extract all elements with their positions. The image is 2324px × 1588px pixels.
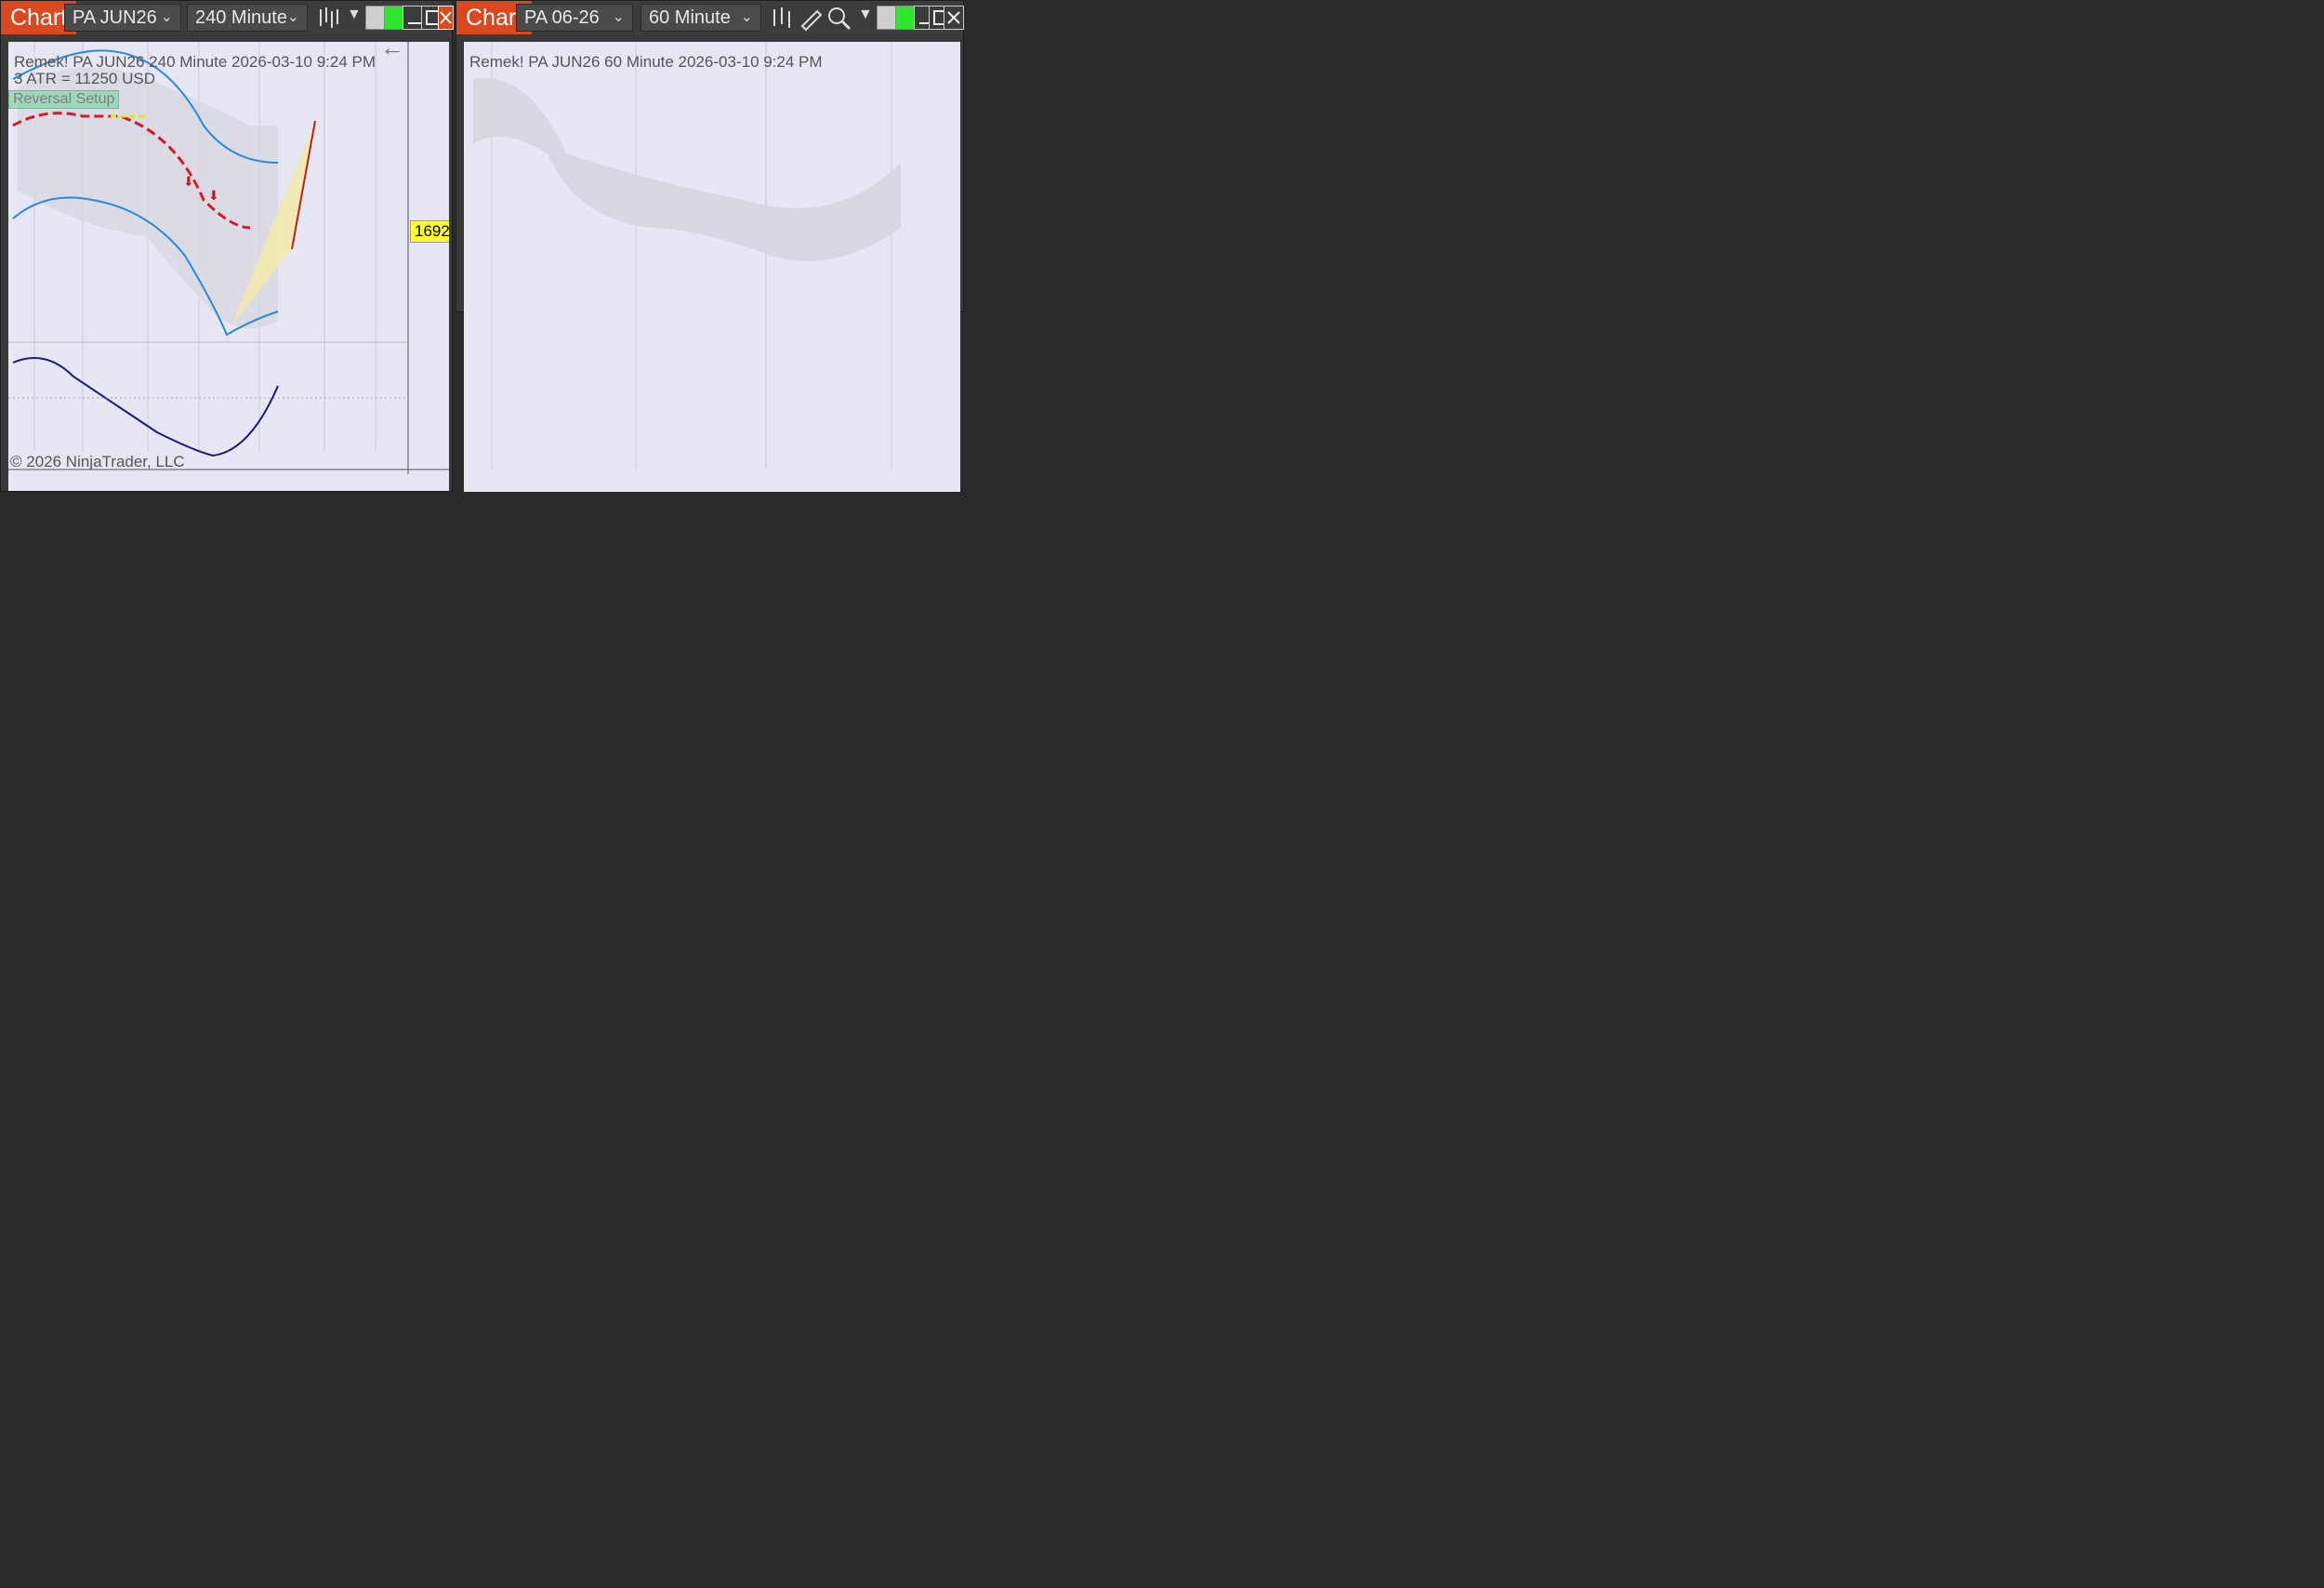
chart-window-240min: Chart PA JUN26 ⌄ 240 Minute ⌄ ▼ ⬇ ⬇ xyxy=(0,0,454,492)
envelope-fill xyxy=(473,78,901,261)
price-panel[interactable]: Remek! PA JUN26 60 Minute 2026-03-10 9:2… xyxy=(464,42,960,492)
chevron-down-icon: ⌄ xyxy=(612,9,625,25)
chart-menu-button[interactable]: Chart xyxy=(1,1,77,34)
minimize-icon xyxy=(408,22,421,24)
interval-selector[interactable]: 240 Minute ⌄ xyxy=(187,4,308,32)
trend-line-dashed xyxy=(12,112,251,230)
envelope-fill xyxy=(18,67,278,328)
chevron-down-icon: ⌄ xyxy=(160,9,173,25)
projection-triangle xyxy=(231,121,315,325)
instrument-value: PA 06-26 xyxy=(524,7,600,28)
projection-line xyxy=(291,120,316,250)
chevron-down-icon: ⌄ xyxy=(740,9,753,25)
close-button[interactable] xyxy=(944,6,964,30)
setup-badge: Reversal Setup xyxy=(8,90,120,109)
window-toolbar: Chart PA 06-26 ⌄ 60 Minute ⌄ ▼ xyxy=(456,1,964,34)
instrument-selector[interactable]: PA JUN26 ⌄ xyxy=(64,4,181,32)
zoom-icon[interactable] xyxy=(825,4,852,32)
vertical-gridlines xyxy=(491,42,892,470)
atr-label: 3 ATR = 11250 USD xyxy=(14,70,155,87)
chart-style-icon[interactable] xyxy=(315,4,343,32)
chart-style-icon[interactable] xyxy=(769,4,797,32)
instrument-selector[interactable]: PA 06-26 ⌄ xyxy=(516,4,633,32)
interval-value: 60 Minute xyxy=(649,7,731,28)
lower-band xyxy=(12,196,279,337)
chart-title: Remek! PA JUN26 240 Minute 2026-03-10 9:… xyxy=(14,53,376,71)
last-price-tag: 1692.5 xyxy=(410,220,449,243)
back-arrow-icon: ← xyxy=(380,42,404,61)
window-toolbar: Chart PA JUN26 ⌄ 240 Minute ⌄ ▼ xyxy=(1,1,454,34)
copyright-label: © 2026 NinjaTrader, LLC xyxy=(10,453,185,470)
price-panel[interactable]: ⬇ ⬇ ← Remek! PA JUN26 240 Minute 2026-03… xyxy=(8,42,449,491)
chevron-down-icon: ⌄ xyxy=(286,9,299,25)
instrument-value: PA JUN26 xyxy=(73,7,157,28)
close-icon xyxy=(440,11,452,24)
dropdown-arrow-icon[interactable]: ▼ xyxy=(858,7,873,22)
oscillator-line xyxy=(12,357,279,457)
draw-pencil-icon[interactable] xyxy=(797,4,825,32)
down-arrow-icon: ⬇ xyxy=(208,188,219,203)
down-arrow-icon: ⬇ xyxy=(183,174,194,189)
chart-window-60min: Chart PA 06-26 ⌄ 60 Minute ⌄ ▼ Remek! PA J… xyxy=(456,0,964,492)
price-chart-svg xyxy=(473,42,901,470)
chart-title: Remek! PA JUN26 60 Minute 2026-03-10 9:2… xyxy=(469,53,823,71)
interval-selector[interactable]: 60 Minute ⌄ xyxy=(640,4,761,32)
upper-band xyxy=(12,49,279,164)
dropdown-arrow-icon[interactable]: ▼ xyxy=(347,7,362,22)
price-chart-svg: ⬇ ⬇ ← xyxy=(8,42,449,474)
close-button[interactable] xyxy=(438,6,454,30)
interval-value: 240 Minute xyxy=(195,7,287,28)
close-icon xyxy=(947,11,960,24)
